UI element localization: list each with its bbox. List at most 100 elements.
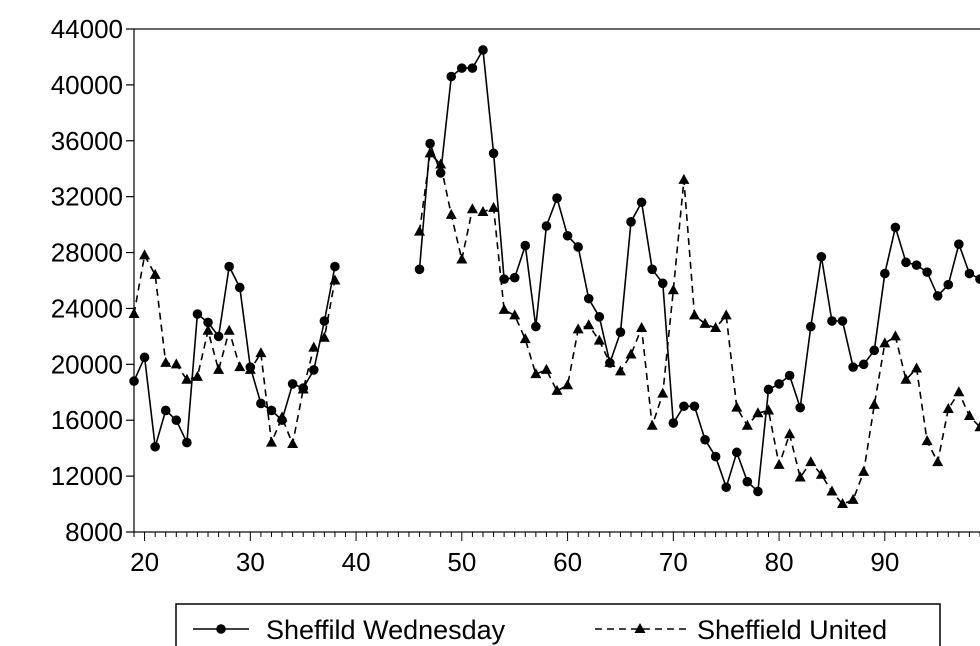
data-point bbox=[932, 291, 943, 301]
data-point bbox=[266, 405, 277, 416]
data-point bbox=[329, 274, 341, 285]
data-point bbox=[477, 206, 489, 217]
series-sheffild-wednesday bbox=[129, 45, 980, 497]
data-point bbox=[827, 316, 837, 326]
y-tick-label: 16000 bbox=[51, 405, 123, 435]
data-point bbox=[636, 322, 648, 333]
data-point bbox=[319, 316, 330, 326]
data-point bbox=[213, 331, 224, 342]
data-point bbox=[244, 363, 256, 374]
x-tick-label: 40 bbox=[342, 547, 371, 577]
series-line bbox=[418, 151, 980, 506]
data-point bbox=[509, 309, 521, 320]
data-point bbox=[753, 486, 763, 497]
data-point bbox=[667, 284, 679, 295]
x-tick-label: 70 bbox=[659, 547, 688, 577]
data-point bbox=[139, 352, 150, 363]
data-point bbox=[869, 345, 880, 356]
data-point bbox=[509, 272, 520, 283]
data-point bbox=[900, 373, 912, 384]
data-point bbox=[689, 401, 700, 412]
legend-box bbox=[175, 603, 941, 646]
data-point bbox=[583, 319, 595, 330]
data-point bbox=[710, 322, 722, 333]
data-point bbox=[572, 323, 584, 334]
data-point bbox=[953, 386, 965, 397]
data-point bbox=[541, 221, 552, 231]
data-point bbox=[150, 441, 160, 452]
data-point bbox=[170, 358, 182, 369]
data-point bbox=[160, 356, 172, 367]
data-point bbox=[488, 201, 500, 212]
legend-marker-circle bbox=[216, 624, 226, 634]
data-point bbox=[234, 282, 245, 293]
y-tick-label: 36000 bbox=[51, 126, 123, 156]
data-point bbox=[795, 402, 806, 413]
data-point bbox=[202, 324, 214, 335]
data-point bbox=[414, 225, 426, 236]
data-point bbox=[975, 274, 980, 284]
data-point bbox=[445, 208, 457, 219]
data-point bbox=[636, 197, 647, 208]
data-point bbox=[256, 398, 266, 409]
data-point bbox=[837, 316, 848, 326]
data-point bbox=[456, 253, 468, 264]
data-point bbox=[540, 363, 552, 374]
data-point bbox=[182, 437, 192, 448]
data-point bbox=[742, 476, 753, 487]
legend: Sheffild Wednesday Sheffield United bbox=[175, 603, 941, 646]
data-point bbox=[647, 264, 657, 275]
data-point bbox=[625, 348, 637, 359]
data-point bbox=[974, 421, 980, 432]
data-point bbox=[731, 401, 743, 412]
data-point bbox=[837, 498, 849, 509]
data-point bbox=[160, 405, 171, 416]
data-point bbox=[181, 373, 193, 384]
y-tick-label: 8000 bbox=[65, 517, 123, 547]
data-point bbox=[847, 493, 859, 504]
data-point bbox=[551, 384, 563, 395]
data-point bbox=[457, 63, 467, 73]
data-point bbox=[466, 203, 478, 214]
data-point bbox=[741, 419, 753, 430]
series-sheffield-united bbox=[128, 147, 980, 509]
data-point bbox=[868, 398, 880, 409]
data-point bbox=[731, 447, 742, 458]
series-layer bbox=[128, 45, 980, 509]
y-tick-label: 44000 bbox=[51, 14, 123, 44]
data-point bbox=[657, 387, 669, 398]
data-point bbox=[562, 230, 573, 241]
data-point bbox=[964, 268, 975, 279]
x-tick-label: 20 bbox=[130, 547, 159, 577]
data-point bbox=[879, 337, 891, 348]
data-point bbox=[794, 471, 806, 482]
data-point bbox=[721, 482, 731, 493]
data-point bbox=[308, 341, 320, 352]
data-point bbox=[467, 63, 478, 73]
data-point bbox=[255, 347, 267, 358]
data-point bbox=[203, 317, 213, 328]
data-point bbox=[889, 330, 901, 341]
data-point bbox=[265, 436, 277, 447]
data-point bbox=[858, 465, 870, 476]
data-point bbox=[806, 321, 816, 332]
data-point bbox=[911, 362, 923, 373]
data-point bbox=[815, 468, 827, 479]
data-point bbox=[594, 312, 605, 322]
data-point bbox=[287, 379, 298, 389]
y-tick-label: 40000 bbox=[51, 70, 123, 100]
data-point bbox=[287, 437, 299, 448]
data-point bbox=[552, 193, 562, 203]
data-point bbox=[414, 264, 425, 275]
data-point bbox=[223, 324, 235, 335]
data-point bbox=[943, 279, 954, 290]
data-point bbox=[435, 158, 447, 169]
data-point bbox=[911, 260, 922, 270]
data-point bbox=[848, 362, 858, 372]
data-point bbox=[700, 434, 710, 445]
legend-item-sheffield-united: Sheffield United bbox=[595, 615, 887, 645]
data-point bbox=[192, 309, 203, 319]
data-point bbox=[657, 278, 668, 289]
data-point bbox=[604, 356, 616, 367]
